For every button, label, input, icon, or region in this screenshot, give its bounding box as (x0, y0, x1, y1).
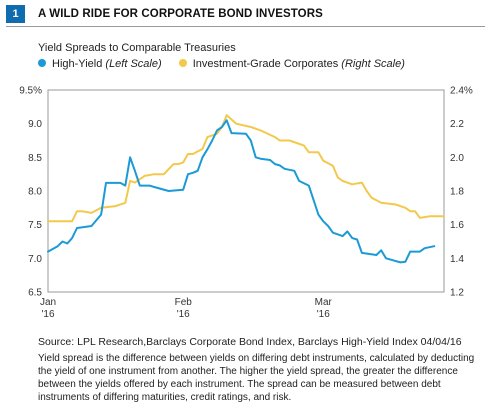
y-right-tick-label: 2.4% (450, 86, 473, 97)
legend-scale-note-investment-grade: (Right Scale) (341, 58, 405, 70)
source-note: Source: LPL Research,Barclays Corporate … (38, 336, 462, 348)
series-line-high-yield (47, 119, 436, 264)
y-left-tick-label: 7.0 (28, 254, 42, 265)
definition-note: Yield spread is the difference between y… (38, 353, 475, 403)
x-tick-label-year: '16 (317, 309, 330, 320)
y-left-tick-label: 9.0 (28, 119, 42, 130)
y-left-tick-label: 9.5% (19, 86, 42, 97)
x-tick-label-year: '16 (177, 309, 190, 320)
y-right-tick-label: 2.0 (450, 153, 464, 164)
plot-frame (47, 89, 445, 293)
line-chart: 9.5% 9.0 8.5 8.0 7.5 7.0 6.5 2.4% 2.2 2.0 1.8 1.6 1.… (19, 86, 473, 321)
legend-item-high-yield: High-Yield (Left Scale) (38, 58, 162, 70)
y-left-tick-label: 6.5 (28, 288, 42, 299)
y-right-tick-label: 1.8 (450, 187, 464, 198)
x-tick-label-month: Feb (175, 297, 193, 308)
title-divider (6, 26, 485, 27)
x-tick-label-year: '16 (41, 309, 54, 320)
y-right-tick-label: 2.2 (450, 119, 464, 130)
series-line-investment-grade (47, 114, 445, 223)
x-tick-label-month: Jan (40, 297, 56, 308)
y-left-tick-label: 8.0 (28, 187, 42, 198)
legend-scale-note-high-yield: (Left Scale) (105, 58, 162, 70)
legend-label-high-yield: High-Yield (52, 58, 103, 70)
legend-dot-investment-grade (178, 59, 187, 67)
legend-label-investment-grade: Investment-Grade Corporates (192, 58, 339, 70)
x-tick-label-month: Mar (315, 297, 333, 308)
legend-dot-high-yield (38, 59, 46, 67)
y-left-tick-label: 8.5 (28, 153, 42, 164)
y-right-tick-label: 1.6 (450, 220, 464, 231)
figure-title: A WILD RIDE FOR CORPORATE BOND INVESTORS (38, 8, 323, 20)
figure-number-badge: 1 (6, 5, 25, 23)
chart-legend: High-Yield (Left Scale) Investment-Grade… (38, 58, 419, 70)
chart-subtitle: Yield Spreads to Comparable Treasuries (38, 42, 236, 54)
y-right-tick-label: 1.4 (450, 254, 464, 265)
y-left-tick-label: 7.5 (28, 220, 42, 231)
legend-item-investment-grade: Investment-Grade Corporates (Right Scale… (178, 58, 405, 70)
y-right-tick-label: 1.2 (450, 288, 464, 299)
